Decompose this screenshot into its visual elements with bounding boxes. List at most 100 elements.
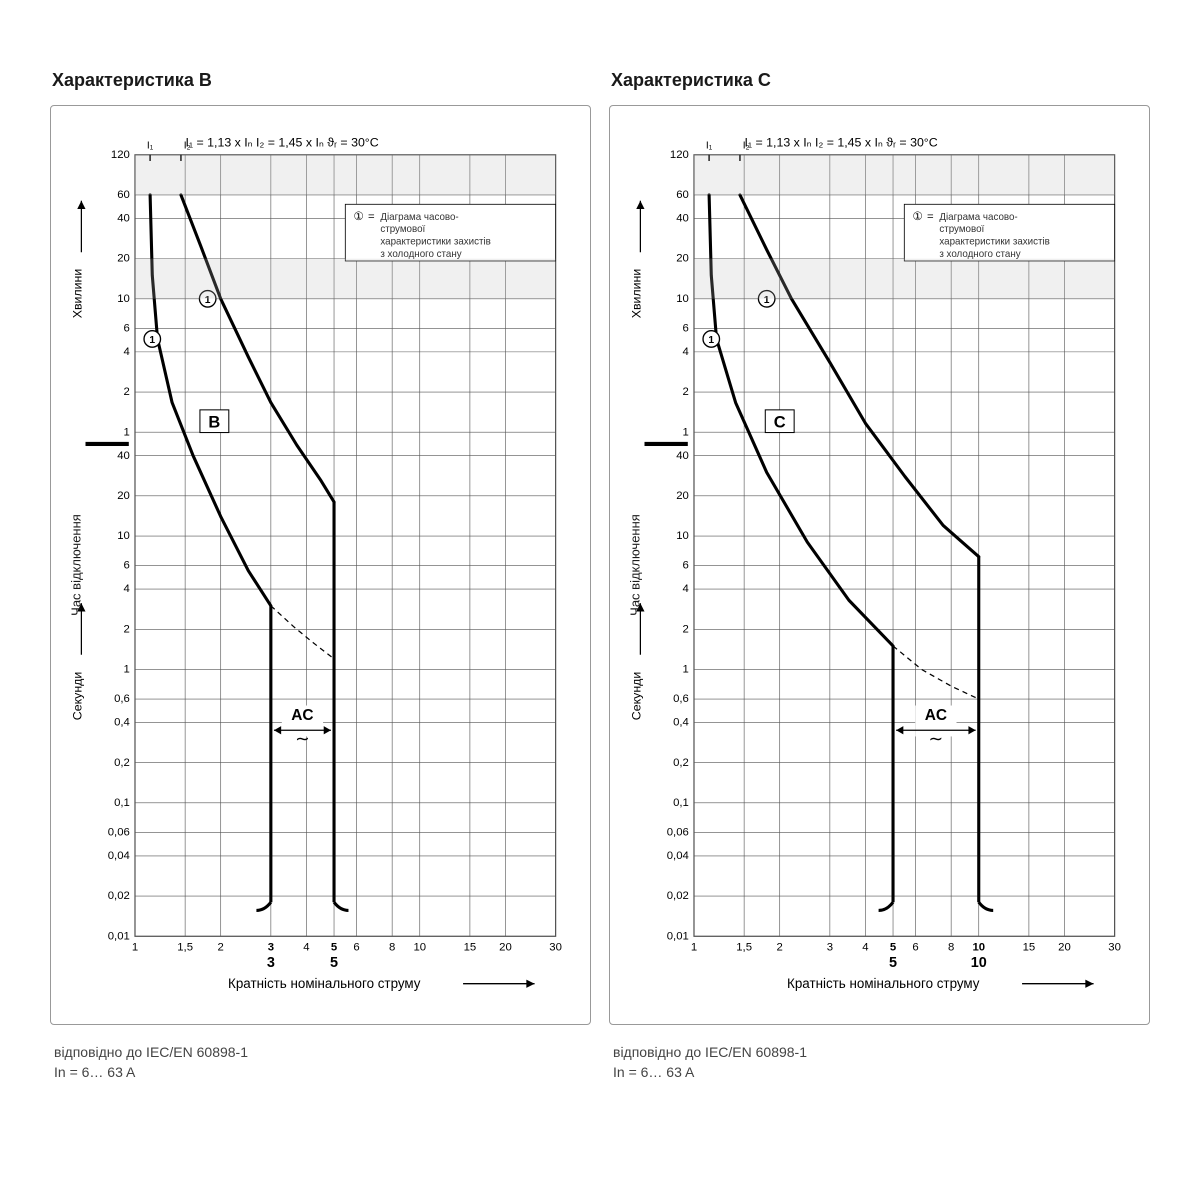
svg-text:8: 8 — [948, 942, 954, 954]
svg-text:10: 10 — [676, 530, 689, 542]
svg-text:3: 3 — [268, 942, 274, 954]
svg-text:∼: ∼ — [295, 729, 310, 749]
svg-text:0,02: 0,02 — [108, 890, 130, 902]
svg-text:①: ① — [354, 211, 364, 223]
chart-b: 11,523345568101520300,010,020,040,060,10… — [69, 128, 568, 994]
svg-text:30: 30 — [549, 942, 562, 954]
svg-text:C: C — [774, 413, 786, 431]
svg-text:20: 20 — [499, 942, 512, 954]
svg-text:0,6: 0,6 — [114, 693, 130, 705]
svg-text:1,5: 1,5 — [177, 942, 193, 954]
svg-text:4: 4 — [124, 583, 130, 595]
svg-text:=: = — [927, 211, 934, 223]
svg-text:Секунди: Секунди — [70, 672, 84, 721]
svg-text:2: 2 — [777, 942, 783, 954]
svg-text:Діаграма часово-: Діаграма часово- — [380, 212, 458, 223]
footer-rating: In = 6… 63 A — [613, 1063, 1150, 1083]
svg-text:з холодного стану: з холодного стану — [939, 249, 1020, 260]
svg-text:10: 10 — [972, 942, 985, 954]
svg-text:0,1: 0,1 — [673, 797, 689, 809]
svg-text:Кратність номінального струму: Кратність номінального струму — [787, 976, 980, 991]
svg-text:0,4: 0,4 — [114, 717, 130, 729]
chart-b-title: Характеристика B — [52, 70, 591, 91]
svg-text:5: 5 — [331, 942, 337, 954]
svg-text:I₁ = 1,13 x Iₙ I₂ = 1,45 x: I₁ = 1,13 x Iₙ I₂ = 1,45 x Iₙ ϑᵣ = 30°C — [744, 136, 937, 150]
svg-text:4: 4 — [862, 942, 868, 954]
svg-text:3: 3 — [267, 955, 275, 971]
svg-text:з холодного стану: з холодного стану — [380, 249, 461, 260]
footer-standard: відповідно до IEC/EN 60898-1 — [54, 1043, 591, 1063]
svg-text:1: 1 — [132, 942, 138, 954]
svg-text:1: 1 — [124, 664, 130, 676]
svg-text:0,06: 0,06 — [108, 827, 130, 839]
svg-text:I₂: I₂ — [184, 141, 191, 152]
svg-text:6: 6 — [683, 560, 689, 572]
svg-text:характеристики захистів: характеристики захистів — [939, 236, 1050, 247]
svg-text:Хвилини: Хвилини — [629, 269, 643, 319]
svg-text:∼: ∼ — [929, 729, 944, 749]
svg-text:1: 1 — [124, 426, 130, 438]
svg-text:Кратність номінального струму: Кратність номінального струму — [228, 976, 421, 991]
svg-text:характеристики захистів: характеристики захистів — [380, 236, 491, 247]
svg-text:Секунди: Секунди — [629, 672, 643, 721]
chart-b-footer: відповідно до IEC/EN 60898-1 In = 6… 63 … — [54, 1043, 591, 1082]
svg-text:4: 4 — [124, 346, 130, 358]
chart-c-frame: 11,5234556810101520300,010,020,040,060,1… — [609, 105, 1150, 1025]
svg-text:3: 3 — [827, 942, 833, 954]
svg-text:2: 2 — [683, 623, 689, 635]
svg-text:20: 20 — [117, 490, 130, 502]
svg-text:0,01: 0,01 — [667, 930, 689, 942]
svg-text:0,2: 0,2 — [114, 757, 130, 769]
svg-text:2: 2 — [124, 623, 130, 635]
svg-text:1: 1 — [691, 942, 697, 954]
svg-text:20: 20 — [117, 253, 130, 265]
chart-c-footer: відповідно до IEC/EN 60898-1 In = 6… 63 … — [613, 1043, 1150, 1082]
svg-text:0,06: 0,06 — [667, 827, 689, 839]
svg-text:10: 10 — [413, 942, 426, 954]
svg-text:6: 6 — [124, 322, 130, 334]
svg-text:AC: AC — [925, 707, 947, 724]
svg-text:40: 40 — [117, 450, 130, 462]
svg-text:Діаграма часово-: Діаграма часово- — [939, 212, 1017, 223]
svg-text:2: 2 — [124, 386, 130, 398]
svg-text:10: 10 — [117, 530, 130, 542]
svg-text:B: B — [208, 413, 220, 431]
svg-text:0,6: 0,6 — [673, 693, 689, 705]
svg-text:10: 10 — [676, 293, 689, 305]
svg-text:I₁: I₁ — [706, 141, 713, 152]
svg-text:4: 4 — [683, 346, 689, 358]
svg-text:0,01: 0,01 — [108, 930, 130, 942]
chart-c: 11,5234556810101520300,010,020,040,060,1… — [628, 128, 1127, 994]
svg-text:20: 20 — [676, 253, 689, 265]
svg-text:0,02: 0,02 — [667, 890, 689, 902]
svg-text:20: 20 — [676, 490, 689, 502]
svg-text:5: 5 — [330, 955, 338, 971]
svg-text:1: 1 — [149, 335, 155, 346]
svg-text:10: 10 — [117, 293, 130, 305]
svg-text:I₁: I₁ — [147, 141, 154, 152]
svg-text:1: 1 — [683, 426, 689, 438]
svg-text:I₁ = 1,13 x Iₙ I₂ = 1,45 x: I₁ = 1,13 x Iₙ I₂ = 1,45 x Iₙ ϑᵣ = 30°C — [185, 136, 378, 150]
svg-text:5: 5 — [889, 955, 897, 971]
chart-c-title: Характеристика C — [611, 70, 1150, 91]
svg-text:10: 10 — [971, 955, 987, 971]
svg-text:струмової: струмової — [380, 224, 425, 235]
svg-text:6: 6 — [683, 322, 689, 334]
svg-text:15: 15 — [464, 942, 477, 954]
svg-text:1: 1 — [708, 335, 714, 346]
svg-text:0,04: 0,04 — [108, 850, 130, 862]
svg-text:=: = — [368, 211, 375, 223]
svg-text:Хвилини: Хвилини — [70, 269, 84, 319]
footer-standard: відповідно до IEC/EN 60898-1 — [613, 1043, 1150, 1063]
svg-text:60: 60 — [117, 189, 130, 201]
svg-text:2: 2 — [218, 942, 224, 954]
svg-text:8: 8 — [389, 942, 395, 954]
svg-text:1,5: 1,5 — [736, 942, 752, 954]
svg-text:5: 5 — [890, 942, 896, 954]
svg-text:40: 40 — [676, 213, 689, 225]
svg-text:6: 6 — [912, 942, 918, 954]
footer-rating: In = 6… 63 A — [54, 1063, 591, 1083]
svg-text:4: 4 — [683, 583, 689, 595]
svg-text:60: 60 — [676, 189, 689, 201]
svg-text:20: 20 — [1058, 942, 1071, 954]
